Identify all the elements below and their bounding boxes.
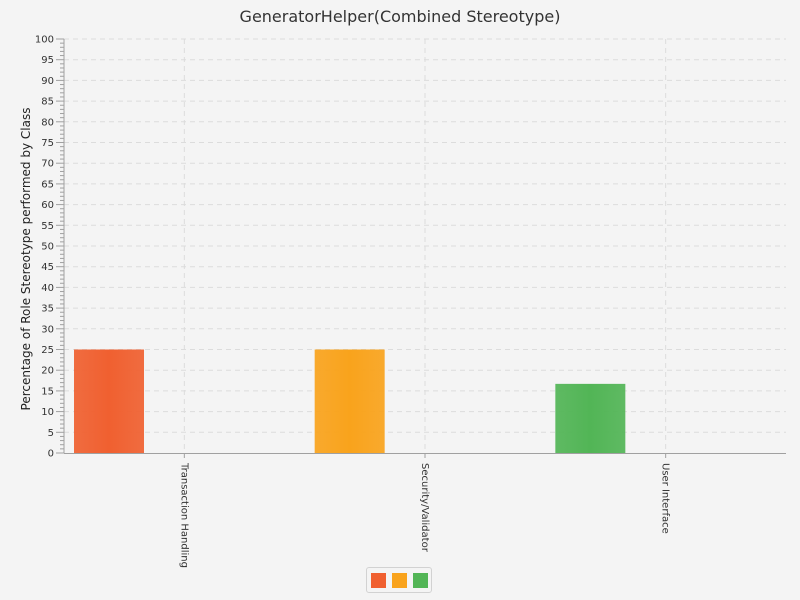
y-tick-label: 15: [41, 386, 54, 397]
bars-layer: [74, 349, 626, 453]
y-tick-label: 70: [41, 159, 54, 170]
y-tick-label: 100: [35, 35, 54, 46]
y-tick-label: 40: [41, 283, 54, 294]
legend-swatch: [392, 573, 407, 588]
ticks-layer: 0 5 10 15 20 25 30 35 40 45 50 55 60 65 70 75 80 85 90 95 10…: [35, 35, 671, 568]
y-tick-label: 60: [41, 200, 54, 211]
y-tick-label: 55: [41, 221, 54, 232]
bar: [74, 349, 144, 453]
y-tick-label: 45: [41, 262, 54, 273]
y-tick-label: 90: [41, 76, 54, 87]
y-tick-label: 95: [41, 55, 54, 66]
legend-swatch: [371, 573, 386, 588]
x-tick-label: Transaction Handling: [178, 462, 189, 568]
y-tick-label: 10: [41, 407, 54, 418]
y-tick-label: 5: [48, 428, 54, 439]
y-tick-label: 75: [41, 138, 54, 149]
y-tick-label: 30: [41, 324, 54, 335]
x-tick-label: User Interface: [660, 463, 671, 534]
y-tick-label: 65: [41, 179, 54, 190]
y-tick-label: 25: [41, 345, 54, 356]
legend-swatch: [413, 573, 428, 588]
y-tick-label: 20: [41, 366, 54, 377]
bar: [314, 349, 385, 453]
y-tick-label: 50: [41, 242, 54, 253]
y-tick-label: 85: [41, 97, 54, 108]
y-axis-label: Percentage of Role Stereotype performed …: [19, 107, 33, 411]
chart-title: GeneratorHelper(Combined Stereotype): [239, 7, 561, 26]
y-tick-label: 0: [48, 449, 54, 460]
legend: [366, 567, 432, 593]
y-tick-label: 35: [41, 304, 54, 315]
grid-layer: [64, 38, 786, 453]
y-tick-label: 80: [41, 117, 54, 128]
bar: [555, 383, 626, 453]
x-tick-label: Security/Validator: [419, 463, 430, 553]
